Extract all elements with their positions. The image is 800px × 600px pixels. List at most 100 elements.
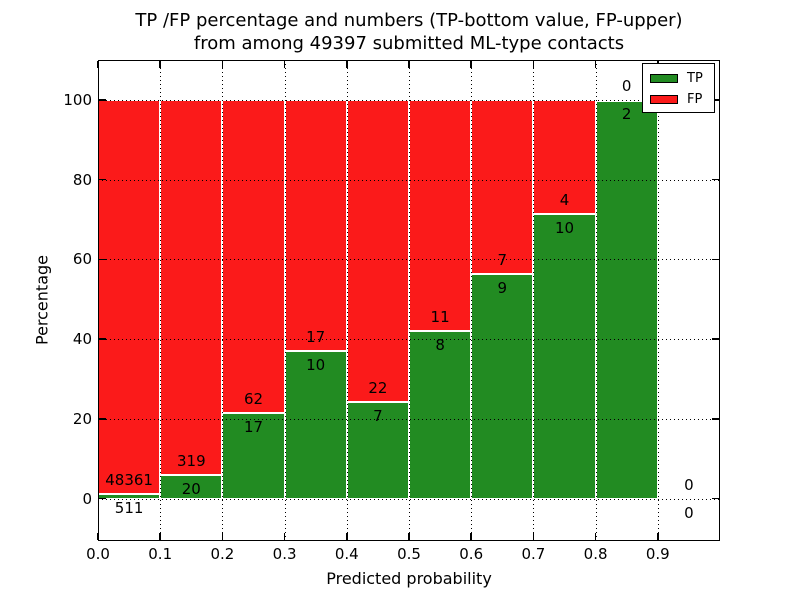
x-tick-label: 0.9 <box>645 545 670 563</box>
bar-fp-count-label: 62 <box>243 389 264 408</box>
x-tick-mark-bottom <box>283 533 286 540</box>
y-tick-mark-right <box>712 418 719 420</box>
bar-fp-segment <box>160 99 223 475</box>
bar-fp-segment <box>98 99 161 495</box>
bar-tp-count-label: 511 <box>114 499 144 518</box>
x-tick-label: 0.5 <box>397 545 421 563</box>
gridline-vertical <box>284 60 286 541</box>
y-tick-label: 0 <box>82 489 92 508</box>
bar-tp-segment <box>595 99 658 499</box>
bar-tp-count-label: 7 <box>373 407 383 426</box>
y-tick-mark-left <box>99 338 106 340</box>
y-tick-label: 100 <box>63 90 92 109</box>
bar-fp-segment <box>222 99 285 413</box>
bar-fp-segment <box>471 99 534 275</box>
x-tick-mark-bottom <box>159 533 161 540</box>
x-tick-mark-top <box>532 61 535 68</box>
bar-tp-segment <box>284 350 347 499</box>
legend-label-tp: TP <box>687 71 703 86</box>
y-tick-label: 60 <box>72 250 92 269</box>
bar-tp-count-label: 9 <box>497 279 508 298</box>
bar-tp-count-label: 0 <box>684 503 694 522</box>
legend: TP FP <box>642 63 715 113</box>
y-tick-label: 20 <box>72 409 92 428</box>
legend-swatch-fp-icon <box>650 95 678 104</box>
x-tick-label: 0.8 <box>583 545 608 563</box>
y-tick-mark-left <box>99 418 106 420</box>
x-tick-mark-top <box>470 61 472 68</box>
y-tick-mark-right <box>712 258 719 261</box>
chart-title: TP /FP percentage and numbers (TP-bottom… <box>98 9 720 55</box>
bar-fp-count-label: 11 <box>430 307 450 326</box>
legend-swatch-tp-icon <box>650 74 678 83</box>
gridline-vertical <box>471 60 473 541</box>
gridline-vertical <box>409 60 410 541</box>
x-tick-mark-top <box>594 61 597 68</box>
x-tick-mark-top <box>159 61 161 68</box>
bar-tp-count-label: 8 <box>435 335 445 354</box>
bar-fp-count-label: 0 <box>621 76 632 95</box>
x-tick-label: 0.6 <box>459 545 484 563</box>
y-tick-mark-left <box>99 497 106 500</box>
x-axis-label: Predicted probability <box>326 569 492 588</box>
bar-fp-count-label: 7 <box>497 251 508 270</box>
x-tick-mark-bottom <box>97 533 99 540</box>
x-tick-mark-top <box>221 61 224 68</box>
y-tick-label: 40 <box>72 330 92 349</box>
bar-fp-count-label: 48361 <box>105 471 153 490</box>
bar-tp-count-label: 2 <box>621 104 632 123</box>
gridline-vertical <box>160 60 162 541</box>
x-tick-mark-bottom <box>657 533 659 540</box>
gridline-vertical <box>222 60 224 541</box>
x-tick-mark-bottom <box>532 533 535 540</box>
bar-tp-count-label: 10 <box>306 355 326 374</box>
bar-fp-count-label: 0 <box>684 475 694 494</box>
chart-title-line2: from among 49397 submitted ML-type conta… <box>193 33 625 54</box>
x-tick-mark-bottom <box>408 533 410 540</box>
bar-fp-segment <box>533 99 596 214</box>
bar-fp-count-label: 22 <box>368 379 388 398</box>
bar-tp-segment <box>409 330 472 499</box>
x-tick-label: 0.7 <box>521 545 546 563</box>
x-tick-mark-bottom <box>221 533 224 540</box>
bar-tp-segment <box>471 274 534 499</box>
bar-fp-count-label: 17 <box>306 327 326 346</box>
y-tick-mark-right <box>712 99 719 101</box>
bar-tp-count-label: 20 <box>181 480 201 499</box>
gridline-vertical <box>657 60 659 541</box>
gridline-vertical <box>533 60 535 541</box>
x-tick-mark-bottom <box>346 533 348 540</box>
y-axis-label: Percentage <box>32 254 52 346</box>
x-tick-mark-bottom <box>594 533 597 540</box>
x-tick-mark-bottom <box>470 533 472 540</box>
y-tick-mark-left <box>99 258 106 261</box>
bar-fp-segment <box>409 99 472 331</box>
x-tick-label: 0.4 <box>334 545 359 563</box>
bar-tp-count-label: 10 <box>554 218 575 237</box>
legend-label-fp: FP <box>687 92 703 107</box>
x-tick-mark-top <box>408 61 410 68</box>
bar-fp-segment <box>346 99 409 403</box>
bar-tp-segment <box>533 213 596 499</box>
x-tick-mark-top <box>97 61 99 68</box>
x-tick-mark-top <box>283 61 286 68</box>
y-tick-mark-left <box>99 99 106 101</box>
legend-entry-tp: TP <box>650 68 714 89</box>
bar-tp-segment <box>222 412 285 499</box>
bar-tp-count-label: 17 <box>243 417 264 436</box>
bar-tp-segment <box>346 402 409 499</box>
y-tick-label: 80 <box>72 170 92 189</box>
x-tick-label: 0.0 <box>86 545 110 563</box>
y-tick-mark-left <box>99 178 106 181</box>
y-tick-mark-right <box>712 178 719 181</box>
bar-fp-count-label: 319 <box>176 452 206 471</box>
chart-title-line1: TP /FP percentage and numbers (TP-bottom… <box>135 10 683 31</box>
y-tick-mark-right <box>712 338 719 340</box>
x-tick-label: 0.2 <box>210 545 235 563</box>
x-tick-mark-top <box>346 61 348 68</box>
gridline-vertical <box>346 60 348 541</box>
x-tick-label: 0.1 <box>148 545 173 563</box>
y-tick-mark-right <box>712 497 719 500</box>
